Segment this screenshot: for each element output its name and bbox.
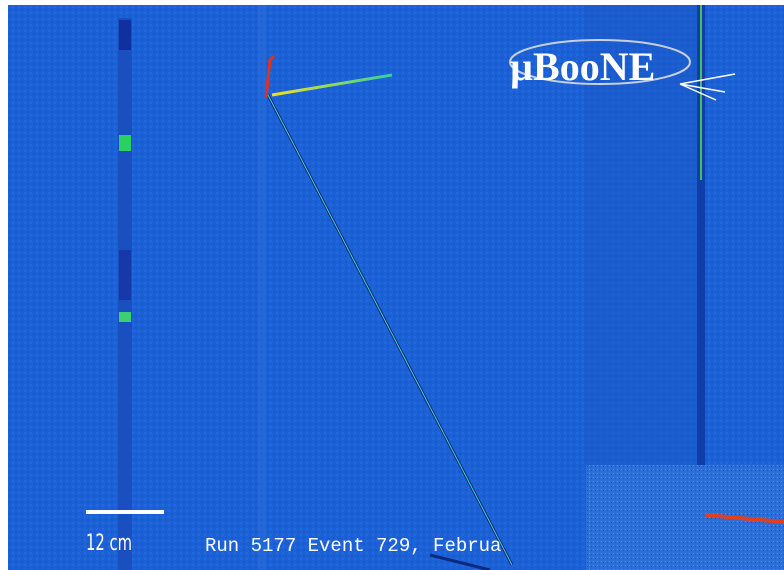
wire-band xyxy=(119,20,131,50)
wire-band xyxy=(119,312,131,322)
wire-band xyxy=(119,135,131,151)
wire-band xyxy=(258,5,266,570)
scale-bar xyxy=(86,510,164,514)
caption: Run 5177 Event 729, Februa xyxy=(205,535,501,557)
wire-band xyxy=(119,250,131,300)
event-display: µBooNE 12 cm Run 5177 Event 729, Februa xyxy=(0,0,784,570)
scale-label: 12 cm xyxy=(86,531,132,556)
logo: µBooNE xyxy=(510,44,655,89)
